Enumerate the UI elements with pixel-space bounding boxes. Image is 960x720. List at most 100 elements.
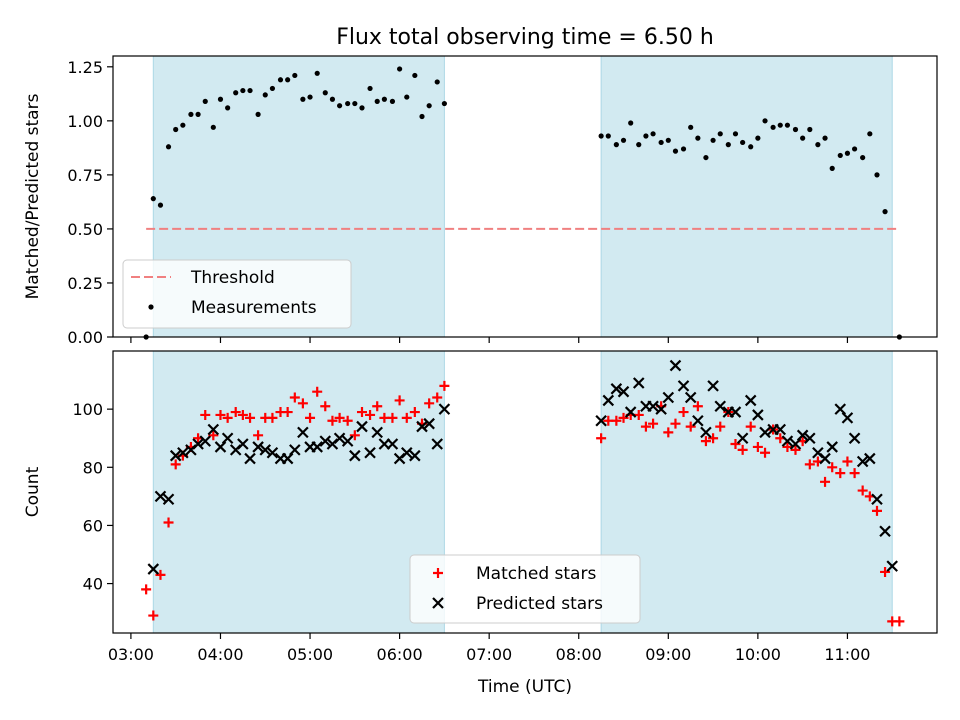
observing-interval-shade	[600, 350, 893, 634]
data-point	[431, 438, 444, 450]
data-point	[150, 196, 156, 202]
data-point	[829, 165, 835, 171]
data-point	[624, 406, 637, 418]
data-point	[844, 150, 851, 156]
x-tick-label: 05:00	[287, 645, 333, 664]
y-axis-label: Count	[23, 466, 43, 517]
x-tick-label: 10:00	[735, 645, 781, 664]
ratio-panel: 0.00 0.25 0.50 0.75 1.00 1.25 Matched/Predicte…	[23, 55, 938, 347]
plot-frame	[112, 350, 938, 634]
data-point	[752, 441, 763, 452]
data-point	[297, 398, 308, 409]
legend-label: Measurements	[191, 298, 317, 318]
data-point	[365, 409, 376, 420]
data-point	[245, 412, 256, 423]
data-point	[871, 493, 883, 506]
data-point	[864, 452, 876, 465]
data-point	[387, 412, 398, 423]
data-point	[349, 430, 360, 441]
legend-label: Matched stars	[476, 564, 596, 584]
data-point	[441, 100, 447, 107]
data-point	[820, 476, 831, 487]
data-point	[345, 100, 351, 107]
data-point	[650, 131, 656, 137]
data-point	[297, 426, 309, 439]
data-point	[617, 385, 630, 398]
data-point	[165, 144, 172, 150]
data-point	[777, 122, 783, 128]
data-point	[665, 137, 671, 143]
data-point	[677, 380, 690, 392]
data-point	[628, 120, 634, 126]
data-point	[289, 392, 300, 403]
data-point	[215, 409, 226, 420]
data-point	[815, 142, 821, 148]
data-point	[163, 517, 174, 528]
data-point	[744, 394, 757, 407]
data-point	[307, 94, 313, 100]
data-point	[214, 441, 227, 453]
data-point	[342, 415, 353, 426]
data-point	[247, 87, 253, 94]
data-point	[389, 98, 396, 104]
data-point	[266, 446, 279, 459]
data-point	[333, 432, 346, 444]
data-point	[253, 430, 264, 441]
y-tick-label: 40	[83, 575, 103, 594]
data-point	[233, 90, 239, 96]
data-point	[632, 377, 645, 389]
data-point	[352, 100, 358, 107]
data-point	[374, 98, 380, 104]
series-matched-stars	[141, 380, 905, 627]
data-point	[371, 426, 383, 439]
data-point	[715, 421, 726, 432]
data-point	[157, 202, 164, 208]
data-point	[880, 566, 891, 577]
data-point	[423, 417, 435, 430]
data-point	[277, 77, 284, 83]
data-point	[784, 122, 791, 128]
data-point	[605, 133, 611, 139]
data-point	[703, 154, 709, 161]
count-panel: 40 60 80 100 03:00 04:00 05:00 06:00 07:00 08:00 0…	[23, 350, 938, 664]
data-point	[759, 426, 771, 439]
legend-measurements-swatch	[148, 304, 154, 310]
x-tick-label: 06:00	[377, 645, 423, 664]
data-point	[647, 400, 659, 413]
data-point	[285, 77, 291, 83]
data-point	[281, 452, 294, 465]
y-tick-label: 0.50	[67, 220, 103, 239]
data-point	[359, 105, 365, 111]
data-point	[745, 421, 756, 432]
data-point	[692, 414, 704, 427]
data-point	[827, 462, 838, 473]
data-point	[782, 441, 793, 452]
data-point	[424, 398, 435, 409]
data-point	[409, 449, 421, 462]
legend-box	[409, 554, 641, 624]
data-point	[416, 420, 428, 433]
data-point	[199, 435, 212, 447]
data-point	[210, 124, 216, 130]
data-point	[790, 444, 801, 455]
data-point	[841, 412, 854, 424]
data-point	[800, 135, 806, 141]
data-point	[177, 446, 189, 459]
data-point	[154, 490, 167, 503]
data-point	[807, 126, 813, 133]
data-point	[598, 133, 604, 139]
data-point	[636, 142, 642, 148]
data-point	[842, 456, 853, 467]
data-point	[740, 139, 746, 146]
data-point	[688, 124, 694, 130]
data-point	[259, 444, 272, 456]
data-point	[602, 394, 615, 407]
y-tick-label: 1.00	[67, 112, 103, 131]
data-point	[611, 415, 622, 426]
data-point	[147, 563, 160, 575]
data-point	[200, 409, 211, 420]
data-point	[762, 118, 768, 124]
chart-title: Flux total observing time = 6.50 h	[336, 25, 714, 50]
data-point	[707, 380, 719, 392]
data-point	[834, 403, 847, 415]
